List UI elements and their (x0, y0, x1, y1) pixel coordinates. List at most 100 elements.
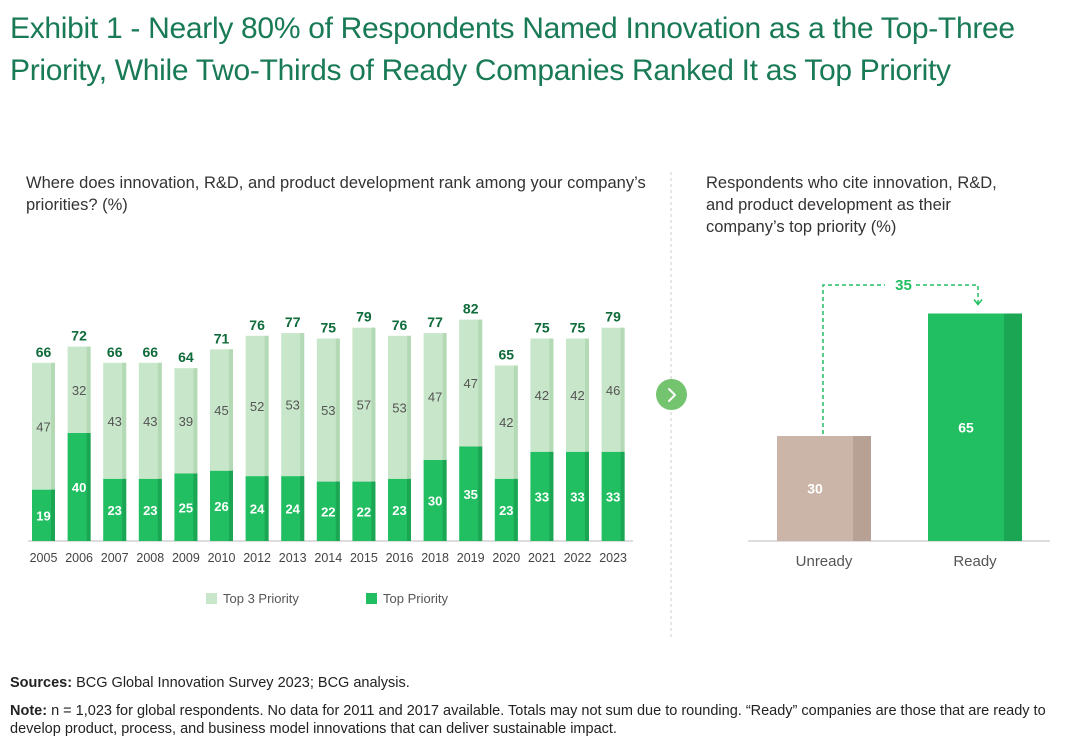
x-tick-2007: 2007 (101, 551, 129, 565)
bar-top-priority-2019 (459, 446, 483, 541)
bar-top3-shade-2021 (549, 338, 554, 452)
x-tick-2006: 2006 (65, 551, 93, 565)
bar-top-priority-shade-2007 (122, 478, 127, 541)
bar-top3-2012 (245, 335, 269, 477)
label-total-2006: 72 (71, 328, 87, 344)
bar-top-priority-shade-2016 (407, 478, 411, 541)
bar-top-priority-shade-2015 (371, 481, 376, 541)
sources-note: Sources: BCG Global Innovation Survey 20… (10, 674, 1070, 692)
bar-top-priority-2021 (530, 451, 554, 541)
bar-top-priority-2006 (67, 433, 91, 541)
label-total-2022: 75 (570, 320, 586, 336)
bar-top-priority-shade-2013 (300, 476, 305, 541)
bar-top3-shade-2018 (442, 333, 447, 460)
bar-top-priority-shade-2008 (157, 478, 162, 541)
label-total-2015: 79 (356, 309, 372, 325)
label-top3-2007: 43 (107, 414, 121, 429)
bar-top-priority-2008 (138, 478, 162, 541)
x-tick-2020: 2020 (492, 551, 520, 565)
x-tick-2021: 2021 (528, 551, 556, 565)
bar-top-priority-2007 (103, 478, 127, 541)
label-total-2018: 77 (427, 314, 443, 330)
bar-top-priority-2012 (245, 476, 269, 541)
bar-shade-ready (1004, 313, 1022, 541)
bar-top-priority-2016 (388, 478, 411, 541)
x-tick-2019: 2019 (457, 551, 485, 565)
label-total-2010: 71 (214, 330, 230, 346)
bar-top3-shade-2020 (513, 365, 518, 479)
label-top-priority-2007: 23 (107, 503, 121, 518)
bar-label-ready: 65 (958, 419, 974, 435)
bar-top-priority-2014 (316, 481, 340, 541)
label-top3-2005: 47 (36, 419, 50, 434)
label-top3-2013: 53 (285, 398, 299, 413)
bar-top-priority-2009 (174, 473, 198, 541)
label-top3-2006: 32 (72, 383, 86, 398)
bar-top-priority-2005 (32, 489, 55, 541)
label-total-2005: 66 (36, 344, 52, 360)
diff-bracket-right (916, 284, 979, 304)
bar-top3-shade-2007 (122, 362, 127, 479)
bar-top-priority-2022 (566, 451, 589, 541)
label-top-priority-2022: 33 (570, 489, 584, 504)
legend-top3: Top 3 Priority (206, 591, 299, 606)
bar-label-unready: 30 (807, 481, 823, 497)
bar-top-priority-2010 (210, 470, 233, 541)
label-top3-2021: 42 (535, 388, 549, 403)
bar-top3-2016 (388, 335, 411, 479)
bar-top3-2018 (423, 333, 447, 460)
bar-top-priority-2020 (494, 478, 518, 541)
label-top-priority-2008: 23 (143, 503, 157, 518)
legend-top-priority-label: Top Priority (383, 591, 449, 606)
label-top3-2018: 47 (428, 390, 442, 405)
label-top3-2023: 46 (606, 383, 620, 398)
label-top3-2019: 47 (463, 376, 477, 391)
legend-top3-label: Top 3 Priority (223, 591, 299, 606)
bar-top3-shade-2008 (157, 362, 162, 479)
x-tick-unready: Unready (796, 553, 853, 570)
bar-top3-2006 (67, 346, 91, 433)
legend-top-priority-swatch (366, 593, 377, 604)
diff-annotation-label: 35 (895, 277, 912, 294)
label-total-2013: 77 (285, 314, 301, 330)
legend-top-priority: Top Priority (366, 591, 448, 606)
right-chart-subtitle: Respondents who cite innovation, R&D, an… (706, 174, 997, 236)
bar-top3-2020 (494, 365, 518, 479)
bar-shade-unready (853, 436, 871, 541)
label-top-priority-2020: 23 (499, 503, 513, 518)
label-top-priority-2021: 33 (535, 489, 549, 504)
label-total-2008: 66 (143, 344, 159, 360)
diff-bracket-left (822, 284, 885, 434)
label-top3-2022: 42 (570, 388, 584, 403)
bar-top-priority-shade-2023 (620, 451, 625, 541)
label-top-priority-2010: 26 (214, 499, 228, 514)
label-top-priority-2019: 35 (463, 487, 477, 502)
x-tick-2023: 2023 (599, 551, 627, 565)
label-total-2016: 76 (392, 317, 408, 333)
bar-top-priority-shade-2006 (86, 433, 91, 541)
bar-top3-2022 (566, 338, 589, 452)
bar-top3-2021 (530, 338, 554, 452)
next-arrow-button[interactable] (656, 379, 687, 410)
label-top3-2008: 43 (143, 414, 157, 429)
bar-top-priority-2015 (352, 481, 376, 541)
label-top3-2016: 53 (392, 400, 406, 415)
x-tick-2005: 2005 (30, 551, 58, 565)
label-top3-2014: 53 (321, 403, 335, 418)
bar-top3-shade-2012 (264, 335, 269, 477)
x-tick-ready: Ready (953, 553, 997, 570)
left-chart-subtitle: Where does innovation, R&D, and product … (26, 174, 646, 214)
bar-top3-2008 (138, 362, 162, 479)
bar-top-priority-shade-2018 (442, 460, 447, 541)
legend-top3-swatch (206, 593, 217, 604)
diff-arrowhead (973, 299, 983, 306)
bar-top3-shade-2016 (407, 335, 411, 479)
note-label: Note: (10, 703, 48, 719)
label-top3-2012: 52 (250, 399, 264, 414)
label-total-2020: 65 (499, 347, 515, 363)
x-tick-2010: 2010 (208, 551, 236, 565)
bar-top-priority-2013 (281, 476, 305, 541)
bar-top-priority-shade-2019 (478, 446, 483, 541)
bar-top3-shade-2006 (86, 346, 91, 433)
